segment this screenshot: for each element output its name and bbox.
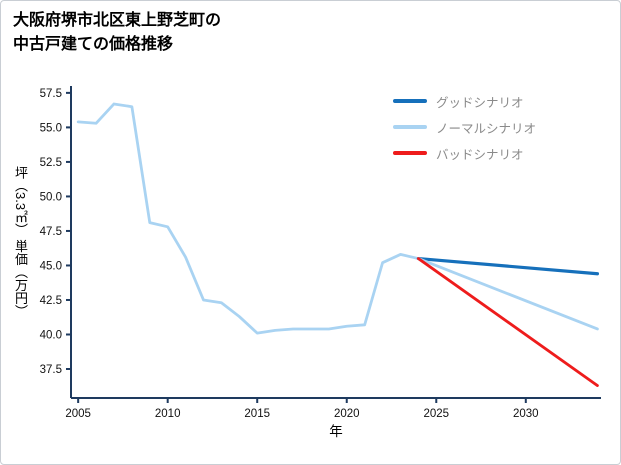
x-axis-label: 年	[329, 424, 343, 439]
legend-item-bad-scenario[interactable]: バッドシナリオ	[393, 145, 536, 162]
svg-text:47.5: 47.5	[40, 226, 62, 238]
svg-text:2025: 2025	[423, 408, 449, 420]
legend-item-good-scenario[interactable]: グッドシナリオ	[393, 93, 536, 110]
svg-text:57.5: 57.5	[40, 88, 62, 100]
svg-text:2020: 2020	[334, 408, 360, 420]
legend-label-good: グッドシナリオ	[436, 95, 524, 110]
legend: グッドシナリオ ノーマルシナリオ バッドシナリオ	[393, 93, 537, 162]
chart-title-line-1: 大阪府堺市北区東上野芝町の	[13, 12, 222, 29]
svg-text:45.0: 45.0	[40, 260, 62, 272]
legend-label-normal: ノーマルシナリオ	[436, 121, 537, 136]
legend-swatch-normal-icon	[393, 125, 427, 129]
svg-text:50.0: 50.0	[40, 191, 62, 203]
legend-item-normal-scenario[interactable]: ノーマルシナリオ	[393, 119, 537, 136]
y-axis-label: 坪（3.3㎡） 単価（万円）	[13, 166, 28, 318]
svg-text:42.5: 42.5	[40, 295, 62, 307]
svg-text:2030: 2030	[513, 408, 539, 420]
chart-title-line-2: 中古戸建ての価格推移	[13, 36, 174, 53]
svg-text:2005: 2005	[65, 408, 91, 420]
legend-label-bad: バッドシナリオ	[436, 147, 524, 162]
svg-text:2015: 2015	[244, 408, 270, 420]
legend-swatch-bad-icon	[393, 151, 427, 155]
svg-text:40.0: 40.0	[40, 329, 62, 341]
svg-text:37.5: 37.5	[40, 364, 62, 376]
chart-title: 大阪府堺市北区東上野芝町の 中古戸建ての価格推移	[13, 9, 221, 57]
svg-text:52.5: 52.5	[40, 157, 62, 169]
svg-text:2010: 2010	[155, 408, 181, 420]
svg-text:55.0: 55.0	[40, 122, 62, 134]
legend-swatch-good-icon	[393, 99, 427, 103]
